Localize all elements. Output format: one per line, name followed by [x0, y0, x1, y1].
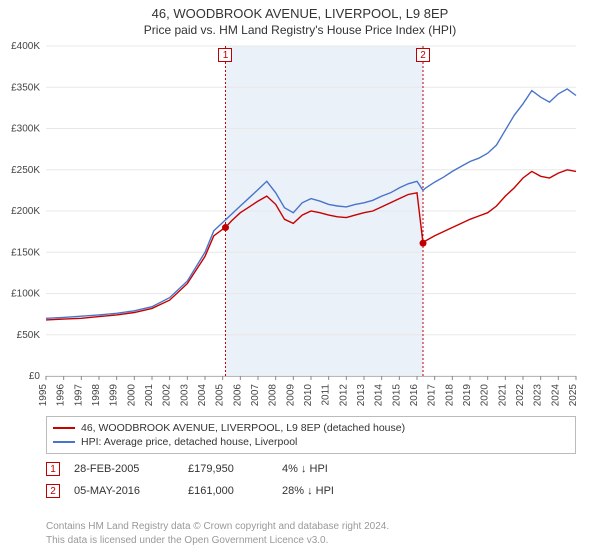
event-diff-pct: 4% [282, 463, 298, 475]
event-vs: HPI [316, 485, 334, 497]
svg-text:1995: 1995 [38, 384, 49, 407]
event-price: £179,950 [188, 463, 268, 475]
svg-text:2018: 2018 [444, 384, 455, 407]
svg-text:2008: 2008 [268, 384, 279, 407]
svg-text:2020: 2020 [480, 384, 491, 407]
title-block: 46, WOODBROOK AVENUE, LIVERPOOL, L9 8EP … [0, 0, 600, 37]
svg-text:£200K: £200K [11, 206, 40, 217]
legend-swatch [53, 427, 75, 429]
svg-text:£100K: £100K [11, 289, 40, 300]
svg-text:2016: 2016 [409, 384, 420, 407]
svg-text:2022: 2022 [515, 384, 526, 407]
event-price: £161,000 [188, 485, 268, 497]
svg-text:2006: 2006 [232, 384, 243, 407]
svg-text:£0: £0 [29, 371, 41, 382]
attribution-line: This data is licensed under the Open Gov… [46, 534, 576, 548]
legend-item: 46, WOODBROOK AVENUE, LIVERPOOL, L9 8EP … [53, 421, 569, 435]
event-vs: HPI [310, 463, 328, 475]
svg-text:2012: 2012 [338, 384, 349, 407]
event-row: 1 28-FEB-2005 £179,950 4% ↓ HPI [46, 458, 576, 480]
event-date: 28-FEB-2005 [74, 463, 174, 475]
event-marker-icon: 2 [46, 484, 60, 498]
arrow-down-icon: ↓ [307, 485, 313, 497]
svg-text:£350K: £350K [11, 82, 40, 93]
svg-text:1998: 1998 [91, 384, 102, 407]
svg-text:2013: 2013 [356, 384, 367, 407]
chart-title: 46, WOODBROOK AVENUE, LIVERPOOL, L9 8EP [0, 6, 600, 21]
svg-text:1997: 1997 [73, 384, 84, 407]
arrow-down-icon: ↓ [301, 463, 307, 475]
svg-text:2005: 2005 [215, 384, 226, 407]
svg-text:£50K: £50K [17, 330, 41, 341]
svg-text:2015: 2015 [391, 384, 402, 407]
legend-item: HPI: Average price, detached house, Live… [53, 435, 569, 449]
svg-text:2001: 2001 [144, 384, 155, 407]
legend: 46, WOODBROOK AVENUE, LIVERPOOL, L9 8EP … [46, 416, 576, 454]
chart-marker-icon: 2 [416, 48, 430, 62]
svg-text:£150K: £150K [11, 247, 40, 258]
event-row: 2 05-MAY-2016 £161,000 28% ↓ HPI [46, 480, 576, 502]
legend-label: HPI: Average price, detached house, Live… [81, 436, 297, 448]
chart-subtitle: Price paid vs. HM Land Registry's House … [0, 21, 600, 37]
svg-text:£250K: £250K [11, 165, 40, 176]
svg-text:1996: 1996 [56, 384, 67, 407]
svg-text:2011: 2011 [321, 384, 332, 406]
svg-text:2002: 2002 [162, 384, 173, 407]
legend-swatch [53, 441, 75, 443]
svg-text:2025: 2025 [568, 384, 579, 407]
event-diff: 4% ↓ HPI [282, 463, 392, 475]
event-date: 05-MAY-2016 [74, 485, 174, 497]
svg-text:2024: 2024 [550, 384, 561, 407]
chart-svg: £0£50K£100K£150K£200K£250K£300K£350K£400… [46, 46, 576, 376]
svg-text:£400K: £400K [11, 41, 40, 52]
chart-marker-icon: 1 [218, 48, 232, 62]
svg-text:2007: 2007 [250, 384, 261, 407]
figure: 46, WOODBROOK AVENUE, LIVERPOOL, L9 8EP … [0, 0, 600, 560]
svg-text:2003: 2003 [179, 384, 190, 407]
svg-text:2010: 2010 [303, 384, 314, 407]
event-marker-icon: 1 [46, 462, 60, 476]
svg-text:1999: 1999 [109, 384, 120, 407]
svg-text:2021: 2021 [497, 384, 508, 407]
events-table: 1 28-FEB-2005 £179,950 4% ↓ HPI 2 05-MAY… [46, 458, 576, 502]
svg-text:2017: 2017 [427, 384, 438, 407]
svg-text:2019: 2019 [462, 384, 473, 407]
event-diff-pct: 28% [282, 485, 304, 497]
attribution: Contains HM Land Registry data © Crown c… [46, 520, 576, 547]
chart-area: £0£50K£100K£150K£200K£250K£300K£350K£400… [46, 46, 576, 377]
svg-text:2023: 2023 [533, 384, 544, 407]
attribution-line: Contains HM Land Registry data © Crown c… [46, 520, 576, 534]
svg-text:2014: 2014 [374, 384, 385, 407]
svg-text:£300K: £300K [11, 124, 40, 135]
svg-text:2004: 2004 [197, 384, 208, 407]
svg-text:2000: 2000 [126, 384, 137, 407]
legend-label: 46, WOODBROOK AVENUE, LIVERPOOL, L9 8EP … [81, 422, 405, 434]
svg-text:2009: 2009 [285, 384, 296, 407]
event-diff: 28% ↓ HPI [282, 485, 392, 497]
